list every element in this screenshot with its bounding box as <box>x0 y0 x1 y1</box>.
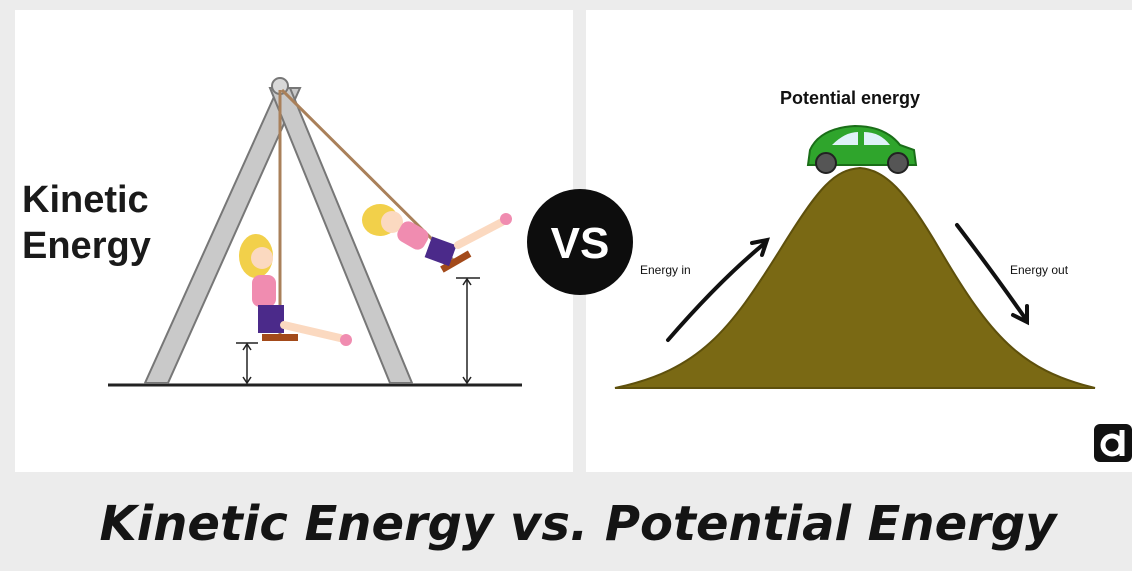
arrow-label: Energy out <box>1010 263 1069 277</box>
infographic: Kinetic Energy Potential energy <box>0 0 1132 571</box>
footer-title: Kinetic Energy vs. Potential Energy <box>100 496 1059 552</box>
logo <box>1094 424 1132 462</box>
kinetic-title: Energy <box>22 225 151 267</box>
vs-text: VS <box>551 219 610 268</box>
page: Kinetic Energy Potential energy <box>0 0 1132 571</box>
arrow-label: Energy in <box>640 263 691 277</box>
potential-title: Potential energy <box>780 88 920 108</box>
kinetic-title: Kinetic <box>22 179 149 221</box>
